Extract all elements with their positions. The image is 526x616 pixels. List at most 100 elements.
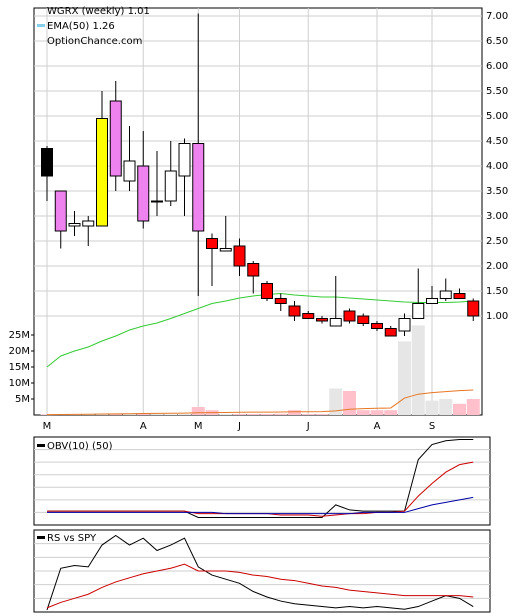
- y-tick-label: 6.00: [486, 61, 508, 72]
- y2-tick-label: 10M: [9, 378, 30, 389]
- chart-title: WGRX (weekly) 1.01: [47, 6, 150, 17]
- candle-body: [412, 303, 425, 319]
- ema-line: [46, 292, 474, 368]
- y2-tick-label: 15M: [9, 362, 30, 373]
- y-tick-label: 4.50: [486, 136, 508, 147]
- volume-bar: [315, 414, 329, 415]
- y-tick-label: 3.50: [486, 186, 508, 197]
- indicator-line: [47, 461, 474, 517]
- candle-body: [54, 190, 67, 232]
- candle-body: [137, 165, 150, 222]
- candle-body: [274, 298, 287, 304]
- y2-tick-label: 20M: [9, 346, 30, 357]
- candle-body: [178, 143, 191, 177]
- labels: WGRX (weekly) 1.01 EMA(50) 1.26 OptionCh…: [9, 6, 509, 544]
- x-tick-label: A: [374, 421, 381, 432]
- legend-swatch: [37, 24, 45, 27]
- x-tick-label: M: [43, 421, 52, 432]
- volume-bar: [343, 391, 356, 415]
- candle-body: [302, 313, 315, 319]
- candle-body: [109, 100, 122, 177]
- candle-body: [96, 118, 108, 227]
- candle-body: [233, 245, 246, 267]
- candle-body: [467, 300, 480, 317]
- candle-body: [164, 170, 177, 202]
- candle-body: [41, 148, 53, 177]
- obv-panel: [33, 436, 491, 526]
- volume-bar: [191, 407, 205, 415]
- volume-bar: [136, 413, 150, 415]
- legend-swatch: [37, 444, 45, 447]
- volume-bar: [123, 414, 136, 415]
- x-tick-label: S: [429, 421, 435, 432]
- candle-body: [261, 283, 273, 299]
- y-tick-label: 4.00: [486, 161, 508, 172]
- volume-bar: [398, 341, 411, 415]
- candle-body: [192, 143, 205, 232]
- candle-body: [371, 323, 383, 329]
- candle-body: [206, 238, 218, 249]
- candle-body: [357, 315, 370, 324]
- candle-body: [82, 220, 95, 227]
- candle-body: [343, 310, 356, 322]
- volume-bar: [233, 414, 246, 415]
- indicator-line: [46, 534, 474, 611]
- marks: [40, 13, 480, 611]
- candle-body: [453, 293, 466, 299]
- volume-bar: [466, 399, 480, 415]
- volume-bar: [370, 410, 384, 415]
- candle-body: [384, 328, 397, 337]
- y-tick-label: 1.50: [486, 286, 508, 297]
- legend-entry: EMA(50) 1.26: [47, 21, 115, 32]
- volume-bar: [356, 410, 370, 415]
- y-tick-label: 5.00: [486, 111, 508, 122]
- panel-title: OBV(10) (50): [47, 441, 113, 452]
- volume-bar: [150, 414, 164, 415]
- y-tick-label: 2.00: [486, 261, 508, 272]
- indicator-line: [47, 496, 474, 515]
- grid: [34, 8, 490, 599]
- volume-bar: [40, 414, 54, 415]
- volume-bar: [301, 414, 315, 415]
- candle-body: [398, 318, 411, 332]
- volume-bar: [260, 414, 274, 415]
- x-tick-label: M: [194, 421, 203, 432]
- candle-body: [151, 200, 163, 203]
- candle-body: [426, 298, 438, 304]
- candle-body: [68, 223, 81, 227]
- candle-body: [316, 318, 328, 322]
- legend-swatch: [37, 536, 45, 539]
- volume-bar: [109, 414, 123, 415]
- volume-bar: [453, 403, 466, 415]
- candle-body: [247, 263, 260, 277]
- volume-bar: [246, 414, 260, 415]
- y2-tick-label: 25M: [9, 330, 30, 341]
- volume-average: [46, 389, 474, 416]
- y-tick-label: 3.00: [486, 211, 508, 222]
- volume-bar: [329, 388, 343, 415]
- candle-body: [439, 290, 452, 299]
- candle-body: [329, 318, 342, 327]
- y-tick-label: 2.50: [486, 236, 508, 247]
- panel-title: RS vs SPY: [47, 533, 97, 544]
- x-tick-label: J: [237, 421, 241, 432]
- x-tick-label: A: [140, 421, 147, 432]
- y-tick-label: 7.00: [486, 11, 508, 22]
- candle-body: [219, 248, 232, 252]
- indicator-line: [46, 563, 474, 609]
- volume-bar: [274, 413, 288, 415]
- volume-bar: [288, 410, 301, 415]
- candle-body: [288, 305, 301, 317]
- volume-bar: [439, 399, 453, 415]
- volume-bar: [425, 400, 439, 415]
- volume-bar: [178, 414, 191, 415]
- y2-tick-label: 5M: [15, 394, 30, 405]
- y-tick-label: 5.50: [486, 86, 508, 97]
- volume-bar: [164, 414, 178, 415]
- volume-bar: [384, 410, 398, 415]
- watermark: OptionChance.com: [47, 36, 142, 47]
- volume-bar: [219, 414, 233, 415]
- y-tick-label: 6.50: [486, 36, 508, 47]
- volume-bar: [411, 325, 425, 415]
